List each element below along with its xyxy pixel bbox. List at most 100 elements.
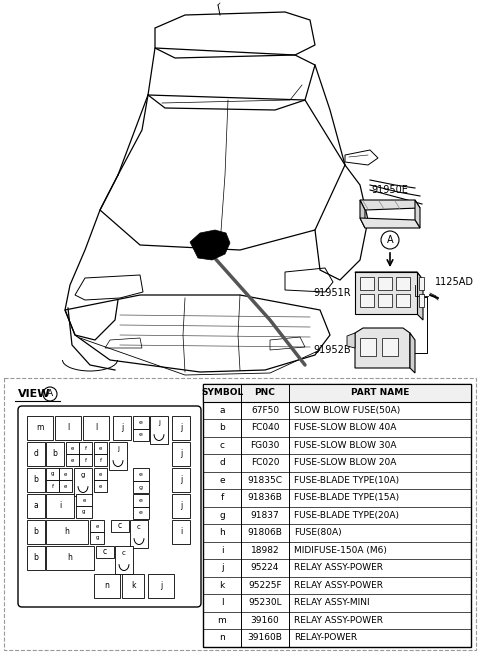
Text: e: e (139, 498, 143, 503)
Bar (90, 520, 104, 532)
Bar (27, 546, 45, 570)
Bar (419, 294, 424, 307)
Text: e: e (139, 432, 143, 438)
Bar (94, 480, 107, 492)
Text: e: e (82, 498, 86, 502)
Text: j: j (180, 476, 182, 485)
Text: 91806B: 91806B (248, 528, 282, 537)
Text: 1125AD: 1125AD (435, 277, 474, 287)
Bar (46, 468, 59, 480)
Text: FUSE-SLOW BLOW 30A: FUSE-SLOW BLOW 30A (294, 441, 396, 450)
Text: PNC: PNC (254, 388, 276, 397)
Text: k: k (219, 581, 225, 590)
Text: b: b (34, 527, 38, 536)
Text: j: j (121, 424, 123, 432)
Text: j: j (117, 446, 119, 452)
Text: FC040: FC040 (251, 423, 279, 432)
Bar (133, 429, 149, 441)
Text: SLOW BLOW FUSE(50A): SLOW BLOW FUSE(50A) (294, 405, 400, 415)
Polygon shape (417, 272, 423, 320)
Bar (94, 454, 107, 466)
Bar (133, 468, 149, 481)
Bar (172, 468, 190, 492)
Bar (55, 416, 81, 440)
Text: FG030: FG030 (250, 441, 280, 450)
Text: 39160: 39160 (251, 616, 279, 625)
Text: c: c (137, 524, 141, 530)
Text: e: e (219, 476, 225, 485)
Bar (27, 442, 45, 466)
Text: 91835C: 91835C (248, 476, 283, 485)
Bar (172, 442, 190, 466)
Text: i: i (180, 527, 182, 536)
Polygon shape (360, 200, 420, 210)
Text: e: e (71, 457, 74, 462)
Bar (203, 384, 471, 646)
Polygon shape (355, 272, 423, 280)
Text: e: e (64, 483, 67, 489)
Text: RELAY ASSY-POWER: RELAY ASSY-POWER (294, 581, 383, 590)
Bar (96, 546, 114, 558)
Bar (27, 520, 45, 544)
Text: l: l (221, 598, 223, 607)
Bar (59, 468, 72, 480)
Bar (148, 574, 174, 598)
Text: RELAY ASSY-MINI: RELAY ASSY-MINI (294, 598, 370, 607)
Bar (66, 454, 79, 466)
Bar (172, 494, 190, 518)
Bar (27, 468, 45, 492)
Text: FUSE-BLADE TYPE(20A): FUSE-BLADE TYPE(20A) (294, 511, 399, 520)
Text: 67F50: 67F50 (251, 405, 279, 415)
Text: A: A (387, 235, 393, 245)
Text: 95230L: 95230L (248, 598, 282, 607)
Text: b: b (219, 423, 225, 432)
Text: e: e (99, 445, 102, 451)
Bar (27, 494, 45, 518)
Bar (76, 506, 92, 518)
Text: h: h (65, 527, 70, 536)
Polygon shape (360, 200, 365, 228)
Bar (76, 494, 92, 506)
Bar (4, 378, 476, 650)
Text: f: f (84, 445, 86, 451)
Bar (360, 294, 374, 307)
Text: e: e (99, 472, 102, 476)
Text: b: b (34, 476, 38, 485)
Bar (378, 277, 392, 290)
Text: e: e (96, 523, 99, 529)
Text: c: c (122, 550, 126, 556)
Text: MIDIFUSE-150A (M6): MIDIFUSE-150A (M6) (294, 546, 387, 555)
Text: g: g (51, 472, 54, 476)
Text: a: a (34, 502, 38, 510)
Polygon shape (355, 272, 417, 314)
Bar (74, 468, 92, 496)
Text: m: m (36, 424, 44, 432)
Text: VIEW: VIEW (18, 389, 50, 399)
Text: d: d (219, 458, 225, 467)
Text: 91837: 91837 (251, 511, 279, 520)
Bar (94, 574, 120, 598)
Text: FUSE-SLOW BLOW 40A: FUSE-SLOW BLOW 40A (294, 423, 396, 432)
Text: g: g (95, 536, 99, 540)
Text: f: f (220, 493, 224, 502)
Text: b: b (53, 449, 58, 458)
Bar (94, 468, 107, 480)
Text: m: m (217, 616, 227, 625)
Text: j: j (160, 582, 162, 591)
FancyBboxPatch shape (18, 406, 201, 607)
Text: 91950E: 91950E (372, 185, 408, 195)
Text: l: l (95, 424, 97, 432)
Text: SYMBOL: SYMBOL (201, 388, 243, 397)
Bar (94, 442, 107, 454)
Bar (46, 520, 88, 544)
Text: 18982: 18982 (251, 546, 279, 555)
Bar (46, 494, 74, 518)
Text: j: j (221, 563, 223, 572)
Text: f: f (84, 457, 86, 462)
Text: 95224: 95224 (251, 563, 279, 572)
Text: h: h (219, 528, 225, 537)
Polygon shape (347, 333, 355, 348)
Bar (150, 416, 168, 444)
Text: FUSE-SLOW BLOW 20A: FUSE-SLOW BLOW 20A (294, 458, 396, 467)
Text: FUSE(80A): FUSE(80A) (294, 528, 342, 537)
